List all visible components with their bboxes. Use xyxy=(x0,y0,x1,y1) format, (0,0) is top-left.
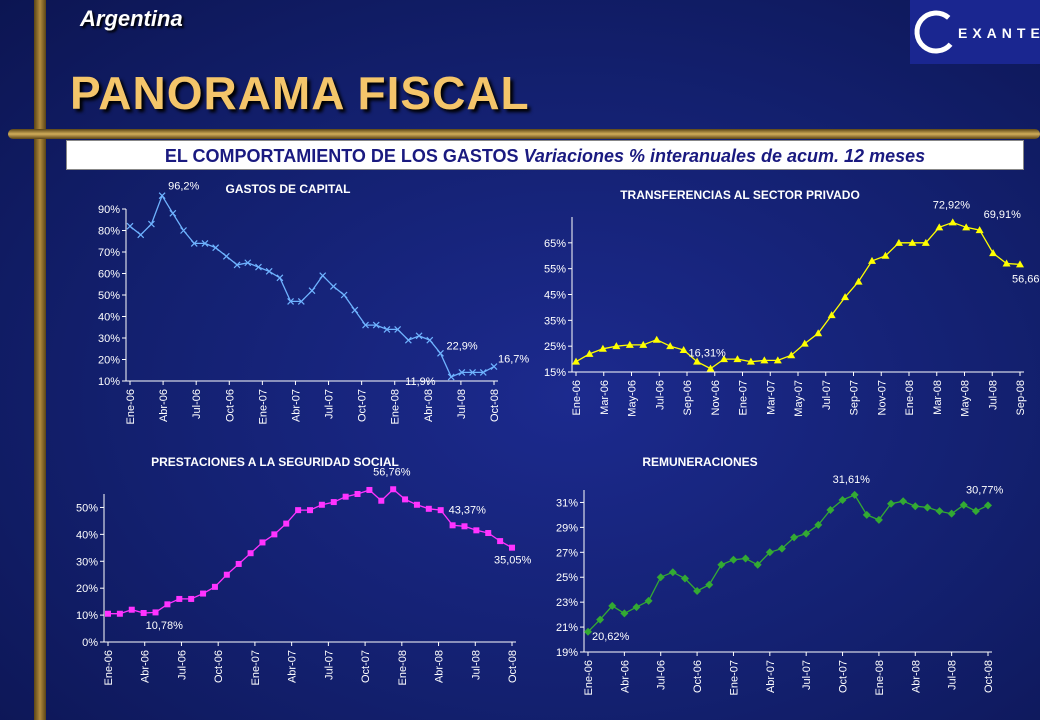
subtitle-bold: EL COMPORTAMIENTO DE LOS GASTOS xyxy=(164,146,519,166)
subtitle-italic: Variaciones % interanuales de acum. 12 m… xyxy=(523,146,926,166)
logo-text: EXANTE xyxy=(958,25,1040,41)
subtitle-box: EL COMPORTAMIENTO DE LOS GASTOS Variacio… xyxy=(66,140,1024,170)
exante-logo: EXANTE xyxy=(910,0,1040,64)
country-label: Argentina xyxy=(80,6,183,31)
page-title: PANORAMA FISCAL xyxy=(70,67,530,119)
